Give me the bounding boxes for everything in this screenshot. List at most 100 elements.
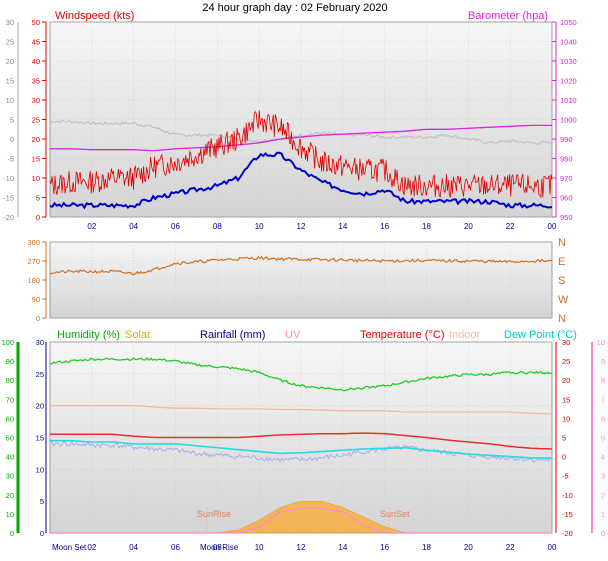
wind-tick-label: 30: [32, 96, 40, 105]
temperature-tick-label: -5: [562, 472, 569, 481]
baro-tick-label: 990: [560, 135, 573, 144]
wind-baro-axes: 0 5 10 15 20 25 30 35 40 45 50 -20 -15 -10 -5 0 5 10 15 20 2…: [3, 18, 577, 231]
baro-tick-label: 1040: [560, 38, 577, 47]
x-tick-label: 00: [548, 222, 557, 231]
temperature-tick-label: 5: [562, 434, 566, 443]
outer-tick-label: -5: [7, 155, 14, 164]
baro-tick-label: 1000: [560, 116, 577, 125]
indoor-temp-line: [50, 405, 553, 415]
wind-tick-label: 15: [32, 155, 40, 164]
uv-tick-label: 3: [601, 472, 605, 481]
moonset-label: Moon Set: [52, 543, 87, 552]
baro-tick-label: 970: [560, 174, 573, 183]
humidity-line: [49, 357, 553, 392]
wind-tick-label: 25: [32, 116, 40, 125]
direction-tick-label: 0: [36, 314, 40, 323]
wind-tick-label: 35: [32, 77, 40, 86]
direction-tick-label: 360: [27, 238, 40, 247]
wind-baro-series: [49, 110, 553, 210]
outer-tick-label: 5: [10, 116, 14, 125]
baro-tick-label: 1050: [560, 18, 577, 27]
outer-tick-label: -10: [3, 174, 14, 183]
x-tick-label: 12: [297, 222, 306, 231]
wind-tick-label: 0: [36, 213, 40, 222]
legend-uv: UV: [285, 329, 301, 341]
baro-tick-label: 980: [560, 155, 573, 164]
baro-tick-label: 950: [560, 213, 573, 222]
x-tick-label: 04: [129, 543, 138, 552]
x-tick-label: 20: [464, 222, 473, 231]
direction-series: [49, 255, 553, 276]
wind-avg-line: [49, 151, 553, 210]
humidity-tick-label: 40: [6, 453, 14, 462]
humidity-tick-label: 0: [10, 529, 14, 538]
humidity-tick-label: 20: [6, 491, 14, 500]
x-tick-label: 08: [213, 543, 222, 552]
direction-tick-label: 180: [27, 276, 40, 285]
temperature-tick-label: 25: [562, 357, 570, 366]
dewpoint-line: [50, 439, 552, 459]
x-tick-label: 22: [506, 543, 515, 552]
wind-tick-label: 45: [32, 38, 40, 47]
outer-tick-label: 30: [6, 18, 14, 27]
wind-tick-label: 50: [32, 18, 40, 27]
uv-tick-label: 9: [601, 357, 605, 366]
humidity-tick-label: 50: [6, 434, 14, 443]
baro-tick-label: 1010: [560, 96, 577, 105]
temperature-tick-label: 0: [562, 453, 566, 462]
humidity-tick-label: 70: [6, 395, 14, 404]
solar-tick-label: 10: [36, 465, 44, 474]
humidity-tick-label: 30: [6, 472, 14, 481]
solar-tick-label: 5: [40, 497, 44, 506]
x-tick-label: 00: [548, 543, 557, 552]
wind-tick-label: 5: [36, 194, 40, 203]
direction-axes: 0 N 90 W 180 S 270 E 360 N: [27, 237, 569, 325]
wind-tick-label: 20: [32, 135, 40, 144]
temperature-tick-label: 15: [562, 395, 570, 404]
uv-tick-label: 6: [601, 414, 605, 423]
direction-tick-label: 90: [32, 295, 40, 304]
x-tick-label: 08: [213, 222, 222, 231]
x-tick-label: 18: [422, 222, 431, 231]
uv-tick-label: 8: [601, 376, 605, 385]
x-tick-label: 16: [380, 543, 389, 552]
x-tick-label: 20: [464, 543, 473, 552]
x-tick-label: 04: [129, 222, 138, 231]
temp-hum-axes: 0510152025300102030405060708090100-20-15…: [1, 338, 605, 538]
x-tick-label: 10: [255, 222, 264, 231]
moonrise-label: Moon Rise: [200, 543, 239, 552]
baro-tick-label: 1020: [560, 77, 577, 86]
temperature-tick-label: 30: [562, 338, 570, 347]
x-tick-label: 02: [87, 222, 96, 231]
barometer-line: [50, 124, 552, 152]
baro-tick-label: 960: [560, 194, 573, 203]
wind-direction-line: [49, 255, 553, 276]
barometer-axis-title: Barometer (hpa): [468, 10, 548, 22]
chart-title: 24 hour graph day : 02 February 2020: [202, 2, 387, 14]
outer-tick-label: 20: [6, 57, 14, 66]
uv-tick-label: 4: [601, 453, 605, 462]
wind-tick-label: 10: [32, 174, 40, 183]
compass-label: N: [558, 237, 566, 249]
outer-tick-label: 0: [10, 135, 14, 144]
legend-solar: Solar: [125, 329, 151, 341]
humidity-tick-label: 80: [6, 376, 14, 385]
x-tick-label: 18: [422, 543, 431, 552]
outer-tick-label: 10: [6, 96, 14, 105]
legend-temperature: Temperature (°C): [360, 329, 444, 341]
baro-tick-label: 1030: [560, 57, 577, 66]
outer-tick-label: 15: [6, 77, 14, 86]
legend-dewpoint: Dew Point (°C): [504, 329, 577, 341]
x-tick-label: 02: [87, 543, 96, 552]
outer-temp-line: [49, 119, 553, 145]
solar-tick-label: 0: [40, 529, 44, 538]
x-tick-label: 22: [506, 222, 515, 231]
temperature-tick-label: 20: [562, 376, 570, 385]
humidity-tick-label: 90: [6, 357, 14, 366]
uv-tick-label: 0: [601, 529, 605, 538]
humidity-tick-label: 60: [6, 414, 14, 423]
windspeed-axis-title: Windspeed (kts): [55, 10, 134, 22]
wind-gust-line: [49, 110, 553, 199]
temperature-line: [50, 432, 553, 450]
